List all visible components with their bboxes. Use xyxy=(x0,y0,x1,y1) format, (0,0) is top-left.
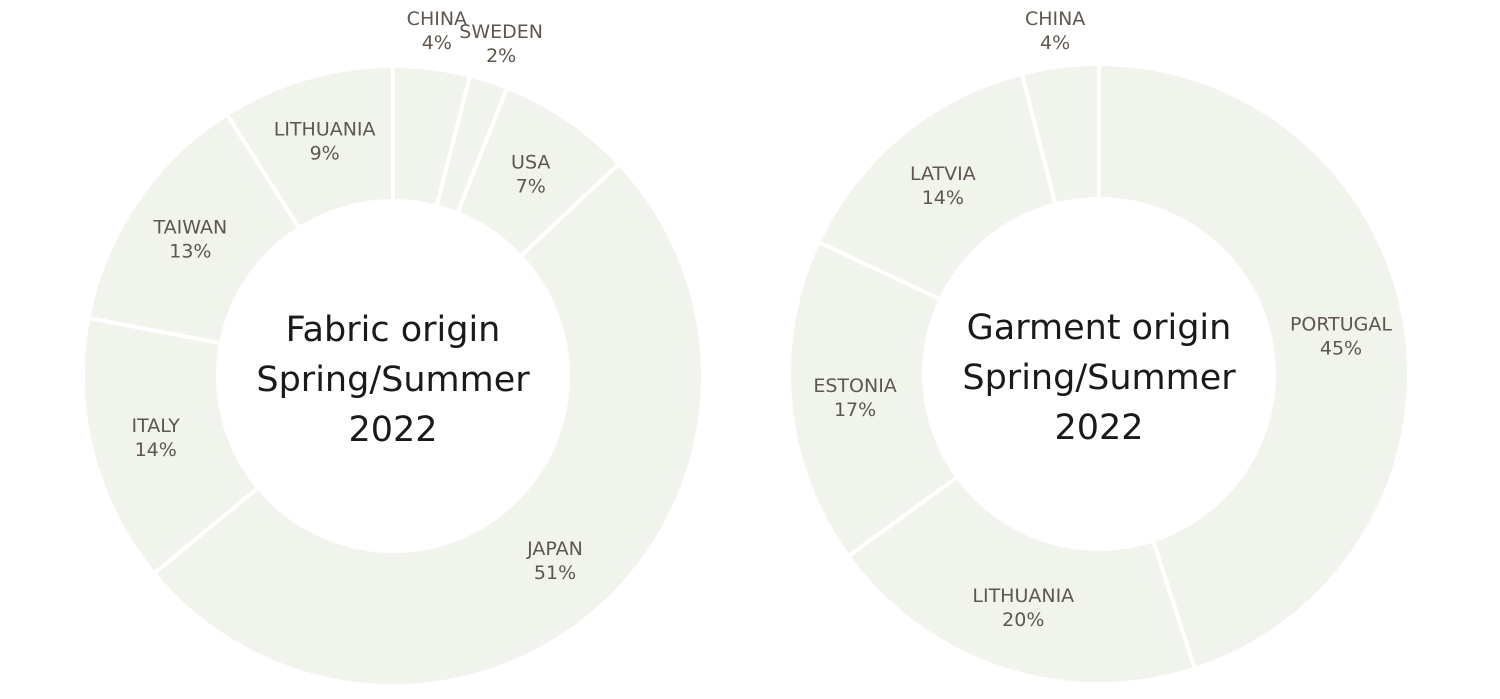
fabric-label-lithuania: LITHUANIA xyxy=(274,119,376,141)
fabric-value-sweden: 2% xyxy=(486,45,516,67)
fabric-slice-italy xyxy=(81,315,261,577)
garment-slice-china xyxy=(1019,61,1101,207)
fabric-value-italy: 14% xyxy=(135,439,177,461)
garment-slice-estonia xyxy=(787,239,961,560)
fabric-value-lithuania: 9% xyxy=(310,143,340,165)
garment-label-portugal: PORTUGAL xyxy=(1290,314,1392,336)
garment-label-latvia: LATVIA xyxy=(910,163,976,185)
garment-center-title-line-2: Spring/Summer xyxy=(962,358,1236,398)
garment-value-lithuania: 20% xyxy=(1002,609,1044,631)
garment-value-latvia: 14% xyxy=(922,187,964,209)
fabric-center-title-line-1: Fabric origin xyxy=(286,310,501,350)
fabric-value-japan: 51% xyxy=(534,562,576,584)
fabric-center-title-line-3: 2022 xyxy=(348,410,437,450)
fabric-label-italy: ITALY xyxy=(131,415,180,437)
fabric-value-usa: 7% xyxy=(516,175,546,197)
fabric-label-taiwan: TAIWAN xyxy=(153,216,228,238)
fabric-value-taiwan: 13% xyxy=(169,240,211,262)
garment-value-china: 4% xyxy=(1040,32,1070,54)
fabric-value-china: 4% xyxy=(422,32,452,54)
garment-center-title-line-1: Garment origin xyxy=(967,308,1232,348)
garment-center-title-line-3: 2022 xyxy=(1054,408,1143,448)
garment-value-estonia: 17% xyxy=(834,399,876,421)
fabric-slice-lithuania xyxy=(224,63,395,232)
garment-slice-portugal xyxy=(1097,61,1411,672)
fabric-label-sweden: SWEDEN xyxy=(459,21,543,43)
fabric-label-japan: JAPAN xyxy=(526,538,583,560)
fabric-slice-japan xyxy=(151,160,706,688)
fabric-center-title-line-2: Spring/Summer xyxy=(256,360,530,400)
garment-label-china: CHINA xyxy=(1025,8,1085,30)
garment-label-estonia: ESTONIA xyxy=(813,375,896,397)
fabric-slice-taiwan xyxy=(86,111,302,346)
garment-value-portugal: 45% xyxy=(1320,338,1362,360)
fabric-label-china: CHINA xyxy=(407,8,467,30)
garment-slice-latvia xyxy=(815,71,1058,303)
fabric-label-usa: USA xyxy=(511,151,550,173)
garment-label-lithuania: LITHUANIA xyxy=(972,585,1074,607)
garment-slice-lithuania xyxy=(845,474,1198,686)
